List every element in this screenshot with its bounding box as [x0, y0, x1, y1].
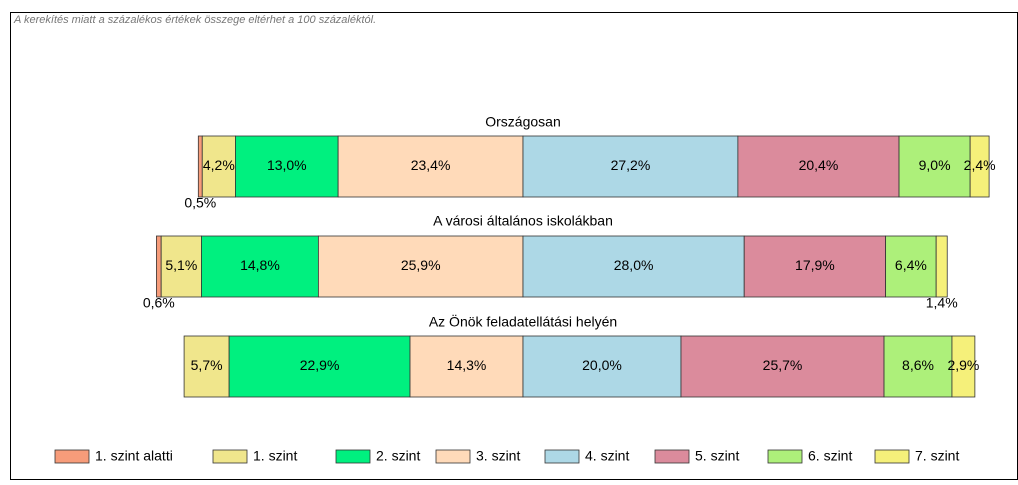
row-title: A városi általános iskolákban: [433, 213, 613, 229]
legend-label: 3. szint: [476, 448, 520, 464]
bar-segment: [235, 135, 339, 198]
value-label: 28,0%: [614, 257, 654, 273]
note: A kerekítés miatt a százalékos értékek ö…: [13, 14, 376, 26]
value-label: 0,6%: [143, 295, 175, 311]
bar-segment: [201, 135, 236, 198]
value-label: 2,9%: [947, 357, 979, 373]
legend-swatch: [335, 449, 371, 464]
value-label: 8,6%: [902, 357, 934, 373]
value-label: 17,9%: [795, 257, 835, 273]
value-label: 22,9%: [300, 357, 340, 373]
legend-label: 2. szint: [376, 448, 420, 464]
bar-segment: [197, 135, 203, 198]
value-label: 1,4%: [926, 295, 958, 311]
bar-segment: [935, 235, 948, 298]
bar-segment: [883, 335, 953, 398]
value-label: 14,3%: [447, 357, 487, 373]
bar-segment: [522, 335, 682, 398]
bar-segment: [201, 235, 319, 298]
value-label: 5,1%: [165, 257, 197, 273]
legend-swatch: [212, 449, 248, 464]
value-label: 4,2%: [203, 157, 235, 173]
bar-segment: [737, 135, 900, 198]
legend-label: 6. szint: [808, 448, 852, 464]
legend-swatch: [54, 449, 90, 464]
value-label: 6,4%: [895, 257, 927, 273]
row-title: Országosan: [485, 114, 560, 130]
value-label: 5,7%: [191, 357, 223, 373]
value-label: 13,0%: [267, 157, 307, 173]
bar-segment: [522, 135, 739, 198]
legend-label: 5. szint: [695, 448, 739, 464]
legend-swatch: [874, 449, 910, 464]
bar-segment: [885, 235, 937, 298]
value-label: 0,5%: [184, 195, 216, 211]
value-label: 14,8%: [240, 257, 280, 273]
row-title: Az Önök feladatellátási helyén: [429, 313, 617, 330]
bar-segment: [743, 235, 887, 298]
legend-label: 1. szint alatti: [95, 448, 173, 464]
value-label: 27,2%: [611, 157, 651, 173]
legend-label: 4. szint: [585, 448, 629, 464]
legend-label: 1. szint: [253, 448, 297, 464]
legend-swatch: [654, 449, 690, 464]
bar-segment: [898, 135, 971, 198]
legend-label: 7. szint: [915, 448, 959, 464]
bar-segment: [160, 235, 202, 298]
bar-segment: [680, 335, 885, 398]
bar-segment: [228, 335, 411, 398]
value-label: 25,7%: [763, 357, 803, 373]
legend-swatch: [767, 449, 803, 464]
bar-segment: [317, 235, 524, 298]
value-label: 23,4%: [411, 157, 451, 173]
bar-segment: [522, 235, 745, 298]
legend-swatch: [544, 449, 580, 464]
value-label: 2,4%: [964, 157, 996, 173]
value-label: 20,4%: [799, 157, 839, 173]
value-label: 9,0%: [919, 157, 951, 173]
bar-segment: [183, 335, 230, 398]
bar-segment: [409, 335, 524, 398]
value-label: 25,9%: [401, 257, 441, 273]
bar-segment: [969, 135, 990, 198]
bar-segment: [156, 235, 162, 298]
value-label: 20,0%: [582, 357, 622, 373]
bar-segment: [337, 135, 524, 198]
bar-segment: [951, 335, 976, 398]
legend-swatch: [435, 449, 471, 464]
